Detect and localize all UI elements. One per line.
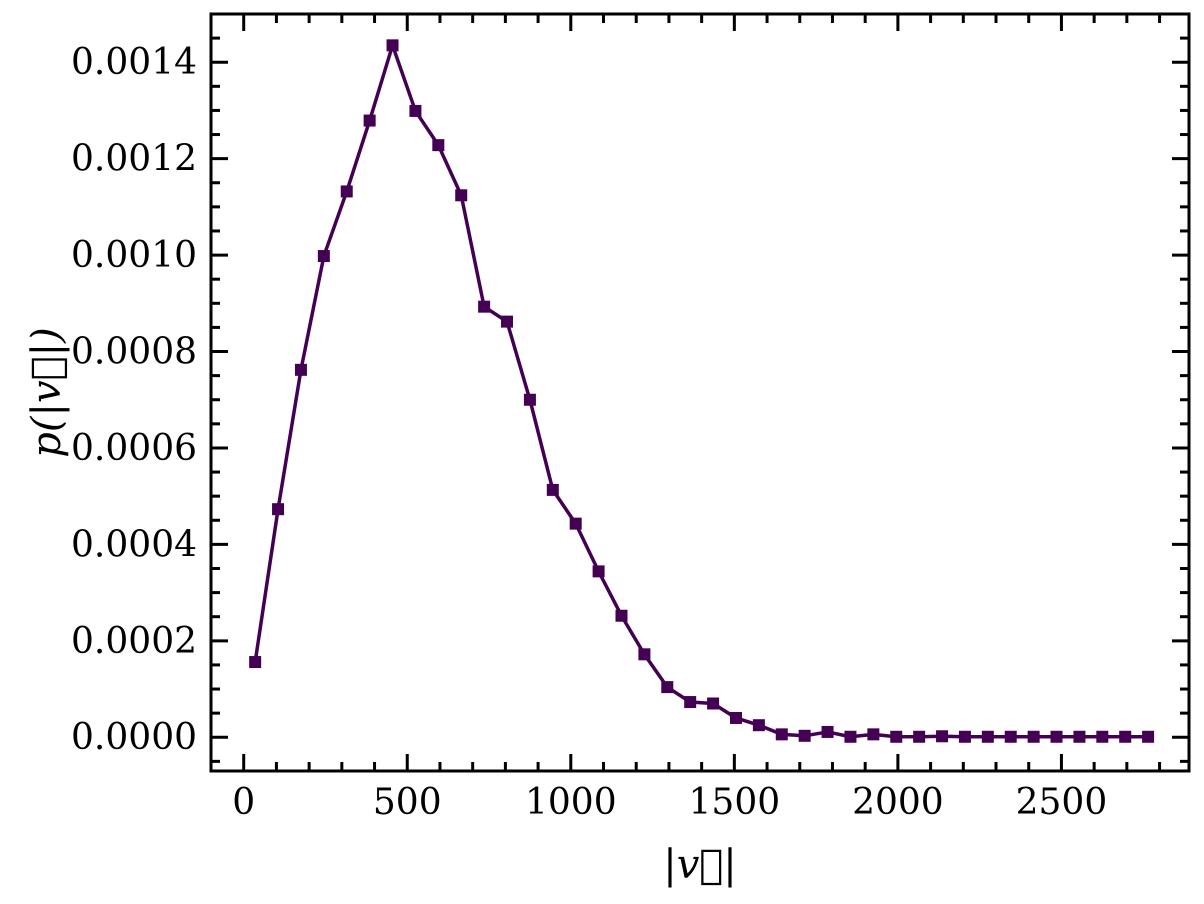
data-point — [775, 728, 788, 741]
x-tick-label: 1000 — [525, 782, 617, 823]
y-tick-label: 0.0012 — [71, 139, 197, 180]
data-point — [615, 609, 628, 622]
series-line — [253, 43, 1149, 739]
data-point — [798, 729, 811, 742]
y-axis-label: p(|v⃗|) — [24, 327, 70, 457]
data-point — [1004, 730, 1017, 743]
data-point — [478, 300, 491, 313]
x-tick-label: 1500 — [689, 782, 781, 823]
data-point — [1142, 730, 1155, 743]
data-point — [821, 725, 834, 738]
x-tick-label: 500 — [373, 782, 442, 823]
y-tick-label: 0.0014 — [71, 42, 197, 83]
data-point — [752, 719, 765, 732]
tick-labels: 0 500 1000 1500 2000 2500 0.0000 0.0002 0.0004 0.… — [71, 42, 1107, 823]
data-point — [501, 315, 514, 328]
data-point — [729, 711, 742, 724]
data-point — [317, 250, 330, 263]
data-point — [1073, 730, 1086, 743]
y-tick-label: 0.0006 — [71, 428, 197, 469]
data-point — [340, 185, 353, 198]
data-point — [1050, 730, 1063, 743]
data-point — [294, 363, 307, 376]
series-group — [249, 39, 1155, 743]
data-point — [592, 565, 605, 578]
data-point — [844, 730, 857, 743]
data-point — [1027, 730, 1040, 743]
x-tick-label: 2000 — [852, 782, 944, 823]
data-point — [432, 139, 445, 152]
data-point — [249, 656, 262, 669]
data-point — [936, 730, 949, 743]
data-point — [1119, 730, 1132, 743]
data-point — [523, 393, 536, 406]
y-tick-label: 0.0002 — [71, 621, 197, 662]
data-point — [455, 189, 468, 202]
data-point — [409, 104, 422, 117]
data-point — [913, 730, 926, 743]
x-axis-label: |v⃗| — [663, 842, 737, 888]
data-point — [569, 517, 582, 530]
plot-frame — [209, 12, 1191, 773]
data-point — [661, 681, 674, 694]
data-point — [867, 728, 880, 741]
data-point — [1096, 730, 1109, 743]
data-point — [707, 697, 720, 710]
data-point — [890, 730, 903, 743]
x-tick-label: 0 — [232, 782, 255, 823]
y-tick-label: 0.0000 — [71, 717, 197, 758]
data-point — [272, 503, 285, 516]
y-tick-label: 0.0008 — [71, 332, 197, 373]
data-point — [981, 730, 994, 743]
data-point — [958, 730, 971, 743]
x-tick-label: 2500 — [1016, 782, 1108, 823]
y-tick-label: 0.0004 — [71, 524, 197, 565]
axis-ticks — [209, 12, 1189, 771]
data-point — [546, 483, 559, 496]
data-point — [684, 696, 697, 709]
data-point — [386, 39, 399, 52]
data-point — [638, 648, 651, 661]
y-tick-label: 0.0010 — [71, 235, 197, 276]
data-point — [363, 114, 376, 127]
